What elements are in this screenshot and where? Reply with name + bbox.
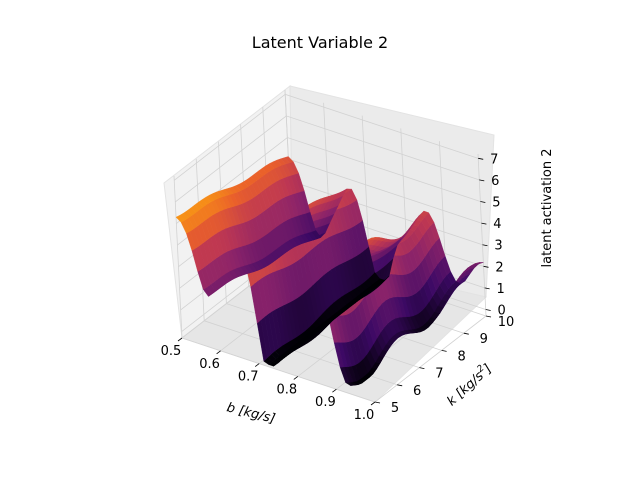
- z-tick: [480, 201, 486, 203]
- x-tick-label: 0.9: [315, 395, 336, 410]
- x-tick: [370, 401, 376, 406]
- z-tick: [481, 222, 487, 225]
- surface-mesh: [175, 156, 484, 386]
- x-tick-label: 0.8: [276, 382, 297, 397]
- z-tick: [482, 244, 488, 247]
- y-tick-label: 10: [498, 315, 515, 330]
- y-tick-label: 7: [435, 367, 443, 382]
- x-axis-label: b [kg/s]: [225, 400, 277, 427]
- z-tick-label: 4: [493, 217, 501, 232]
- y-tick-label: 8: [457, 349, 465, 364]
- x-tick: [293, 376, 299, 380]
- x-tick: [332, 388, 337, 393]
- grid-line-z: [173, 93, 479, 181]
- surface-patch: [284, 156, 294, 164]
- y-axis-label: k [kg/s2]: [443, 360, 495, 409]
- x-tick-label: 1.0: [354, 408, 375, 423]
- z-tick: [483, 265, 489, 268]
- y-tick-label: 5: [391, 401, 399, 416]
- z-tick: [485, 309, 491, 311]
- y-axis-label-base: k [kg/s: [444, 369, 487, 410]
- x-tick-label: 0.6: [199, 357, 220, 372]
- y-tick: [374, 401, 381, 404]
- y-tick: [485, 315, 492, 318]
- z-tick-label: 5: [492, 196, 500, 211]
- y-tick: [419, 367, 425, 369]
- grid-line-z: [175, 115, 480, 203]
- y-tick: [397, 384, 403, 387]
- y-axis-label-sup: 2: [476, 363, 487, 374]
- z-tick-label: 7: [490, 152, 498, 167]
- chart-title: Latent Variable 2: [251, 33, 389, 52]
- y-tick-label: 9: [480, 332, 488, 347]
- z-tick-label: 1: [496, 282, 504, 297]
- x-tick: [254, 363, 260, 367]
- z-tick: [479, 179, 485, 182]
- x-tick-label: 0.7: [238, 370, 259, 385]
- z-tick-label: 0: [498, 304, 506, 319]
- z-tick-label: 6: [491, 174, 499, 189]
- z-tick: [484, 287, 490, 290]
- x-tick: [216, 350, 221, 355]
- x-tick: [177, 337, 183, 342]
- y-tick: [463, 332, 469, 335]
- z-tick-label: 2: [495, 260, 503, 275]
- y-tick-label: 6: [413, 384, 421, 399]
- z-tick: [478, 157, 484, 160]
- z-axis-label: latent activation 2: [540, 149, 555, 268]
- z-tick-label: 3: [494, 239, 502, 254]
- x-tick-label: 0.5: [161, 344, 182, 359]
- y-tick: [441, 350, 447, 352]
